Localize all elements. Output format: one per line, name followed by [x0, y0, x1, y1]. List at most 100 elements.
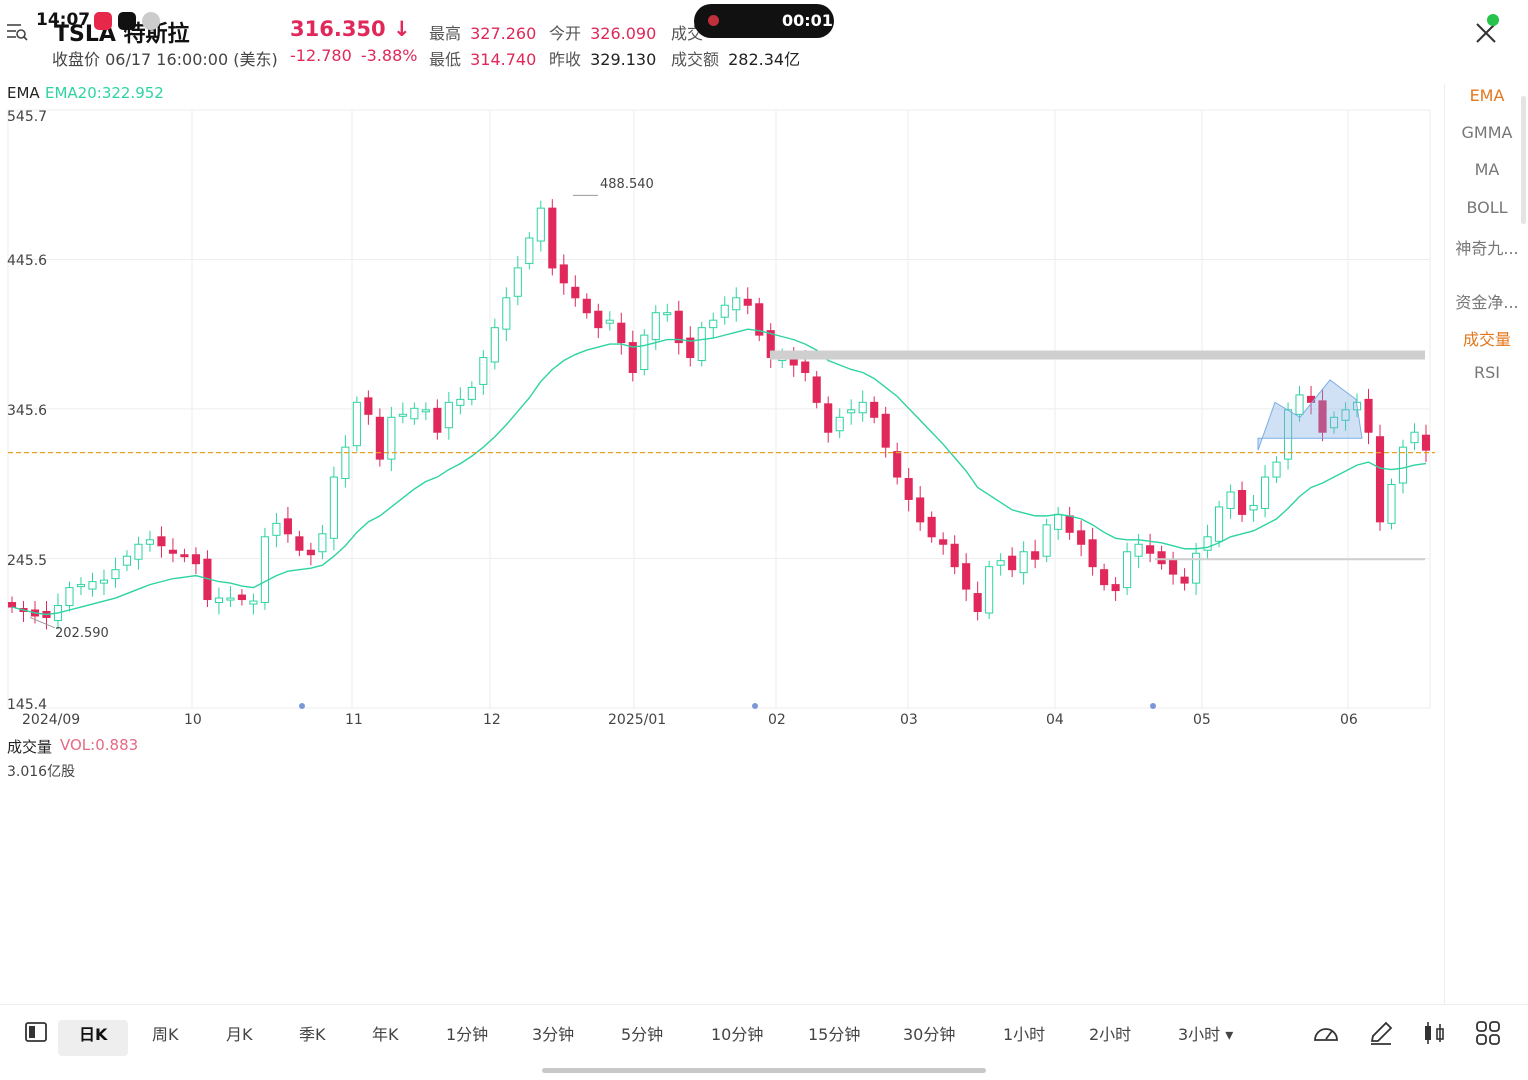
- candle-body: [1238, 489, 1247, 515]
- low-marker-leader: [29, 617, 56, 629]
- ema-value: EMA20:322.952: [45, 84, 164, 102]
- low-marker: 202.590: [55, 626, 109, 641]
- bottom-toolbar: [0, 1004, 1528, 1061]
- candle-body: [950, 543, 959, 568]
- sidebar-item-boll[interactable]: BOLL: [1466, 198, 1508, 217]
- candle-body: [640, 334, 649, 370]
- sidebar-item-gmma[interactable]: GMMA: [1461, 123, 1513, 142]
- candle-body: [881, 413, 890, 448]
- candle-body: [858, 401, 867, 414]
- candlestick-chart[interactable]: [0, 0, 1440, 740]
- draw-pen-icon[interactable]: [1367, 1020, 1395, 1046]
- candle-body: [1226, 491, 1235, 509]
- tab-3min[interactable]: 3分钟: [532, 1025, 575, 1044]
- tab-week-k[interactable]: 周K: [152, 1025, 179, 1044]
- candle-body: [433, 407, 442, 433]
- y-label: 445.6: [7, 253, 48, 269]
- x-label: 12: [483, 712, 501, 728]
- candle-body: [1192, 552, 1201, 584]
- candle-type-icon[interactable]: [1420, 1020, 1448, 1046]
- tab-month-k[interactable]: 月K: [226, 1025, 253, 1044]
- sidebar-item-ema[interactable]: EMA: [1469, 86, 1505, 105]
- indicator-label: EMA: [7, 84, 40, 102]
- indicator-sidebar: [1444, 84, 1528, 1004]
- tab-3hour[interactable]: 3小时 ▾: [1178, 1025, 1234, 1044]
- candle-body: [168, 549, 178, 554]
- candle-body: [1249, 504, 1258, 511]
- candle-body: [720, 304, 729, 318]
- app-notification-icon: [94, 12, 112, 30]
- candle-body: [973, 593, 982, 612]
- speedometer-icon[interactable]: [1312, 1020, 1340, 1046]
- x-label: 04: [1046, 712, 1064, 728]
- sidebar-item-volume[interactable]: 成交量: [1462, 330, 1511, 349]
- candle-body: [916, 497, 925, 523]
- close-price-label: 收盘价 06/17 16:00:00 (美东): [52, 50, 278, 69]
- tab-year-k[interactable]: 年K: [372, 1025, 399, 1044]
- notification-dot-icon: [1487, 14, 1499, 26]
- x-label: 05: [1193, 712, 1211, 728]
- candle-body: [755, 303, 764, 336]
- grid-menu-icon[interactable]: [1474, 1020, 1502, 1046]
- volume-value: VOL:0.883: [60, 736, 139, 754]
- candle-body: [249, 600, 258, 605]
- candle-body: [318, 533, 327, 553]
- candle-body: [1042, 524, 1051, 557]
- candle-body: [628, 342, 637, 373]
- home-indicator[interactable]: [542, 1068, 986, 1073]
- sidebar-scrollbar[interactable]: [1521, 96, 1526, 224]
- price-change-pct: -3.88%: [360, 46, 418, 65]
- candle-body: [582, 298, 591, 314]
- candle-body: [467, 386, 476, 400]
- candle-body: [1031, 551, 1040, 560]
- candle-body: [1295, 394, 1304, 415]
- candle-body: [352, 401, 361, 447]
- tab-30min[interactable]: 30分钟: [903, 1025, 956, 1044]
- sidebar-item-ma[interactable]: MA: [1474, 160, 1500, 179]
- candle-body: [410, 407, 419, 420]
- tab-1min[interactable]: 1分钟: [446, 1025, 489, 1044]
- candle-body: [456, 398, 465, 406]
- candle-body: [7, 602, 17, 608]
- avatar-icon: [142, 12, 160, 30]
- candle-body: [674, 310, 683, 344]
- high-marker: 488.540: [600, 177, 654, 192]
- candle-body: [1008, 555, 1017, 571]
- x-label: 2024/09: [22, 712, 81, 728]
- candle-body: [1111, 584, 1120, 592]
- sidebar-item-td9[interactable]: 神奇九...: [1455, 239, 1519, 258]
- candle-body: [927, 516, 936, 538]
- candle-body: [306, 549, 315, 556]
- stat-open: 今开 326.090: [549, 24, 657, 43]
- price-down-arrow-icon: ↓: [392, 17, 411, 41]
- tab-quarter-k[interactable]: 季K: [299, 1025, 326, 1044]
- tab-2hour[interactable]: 2小时: [1089, 1025, 1132, 1044]
- menu-search-icon[interactable]: [6, 22, 28, 42]
- tab-15min[interactable]: 15分钟: [808, 1025, 861, 1044]
- candle-body: [1341, 409, 1350, 421]
- record-dot-icon: [708, 15, 719, 26]
- close-icon[interactable]: [1472, 18, 1500, 46]
- sidebar-item-fund-flow[interactable]: 资金净...: [1455, 293, 1519, 312]
- candle-body: [1100, 569, 1109, 586]
- candle-body: [1054, 513, 1063, 530]
- candle-body: [214, 597, 223, 604]
- last-price: 316.350 ↓: [290, 17, 411, 41]
- candle-body: [490, 327, 499, 363]
- candle-body: [444, 401, 453, 429]
- candle-body: [329, 476, 338, 539]
- candle-body: [697, 327, 706, 362]
- tab-1hour[interactable]: 1小时: [1003, 1025, 1046, 1044]
- candle-body: [824, 403, 833, 433]
- recording-time: 00:01: [782, 11, 833, 30]
- candle-body: [1146, 545, 1155, 554]
- tab-10min[interactable]: 10分钟: [711, 1025, 764, 1044]
- tab-5min[interactable]: 5分钟: [621, 1025, 664, 1044]
- candle-body: [226, 597, 235, 601]
- candle-body: [835, 416, 844, 432]
- candle-body: [99, 579, 109, 584]
- stat-high: 最高 327.260: [429, 24, 537, 43]
- sidebar-item-rsi[interactable]: RSI: [1474, 363, 1500, 382]
- tab-day-k[interactable]: 日K: [58, 1020, 129, 1056]
- layout-toggle-icon[interactable]: [24, 1020, 48, 1044]
